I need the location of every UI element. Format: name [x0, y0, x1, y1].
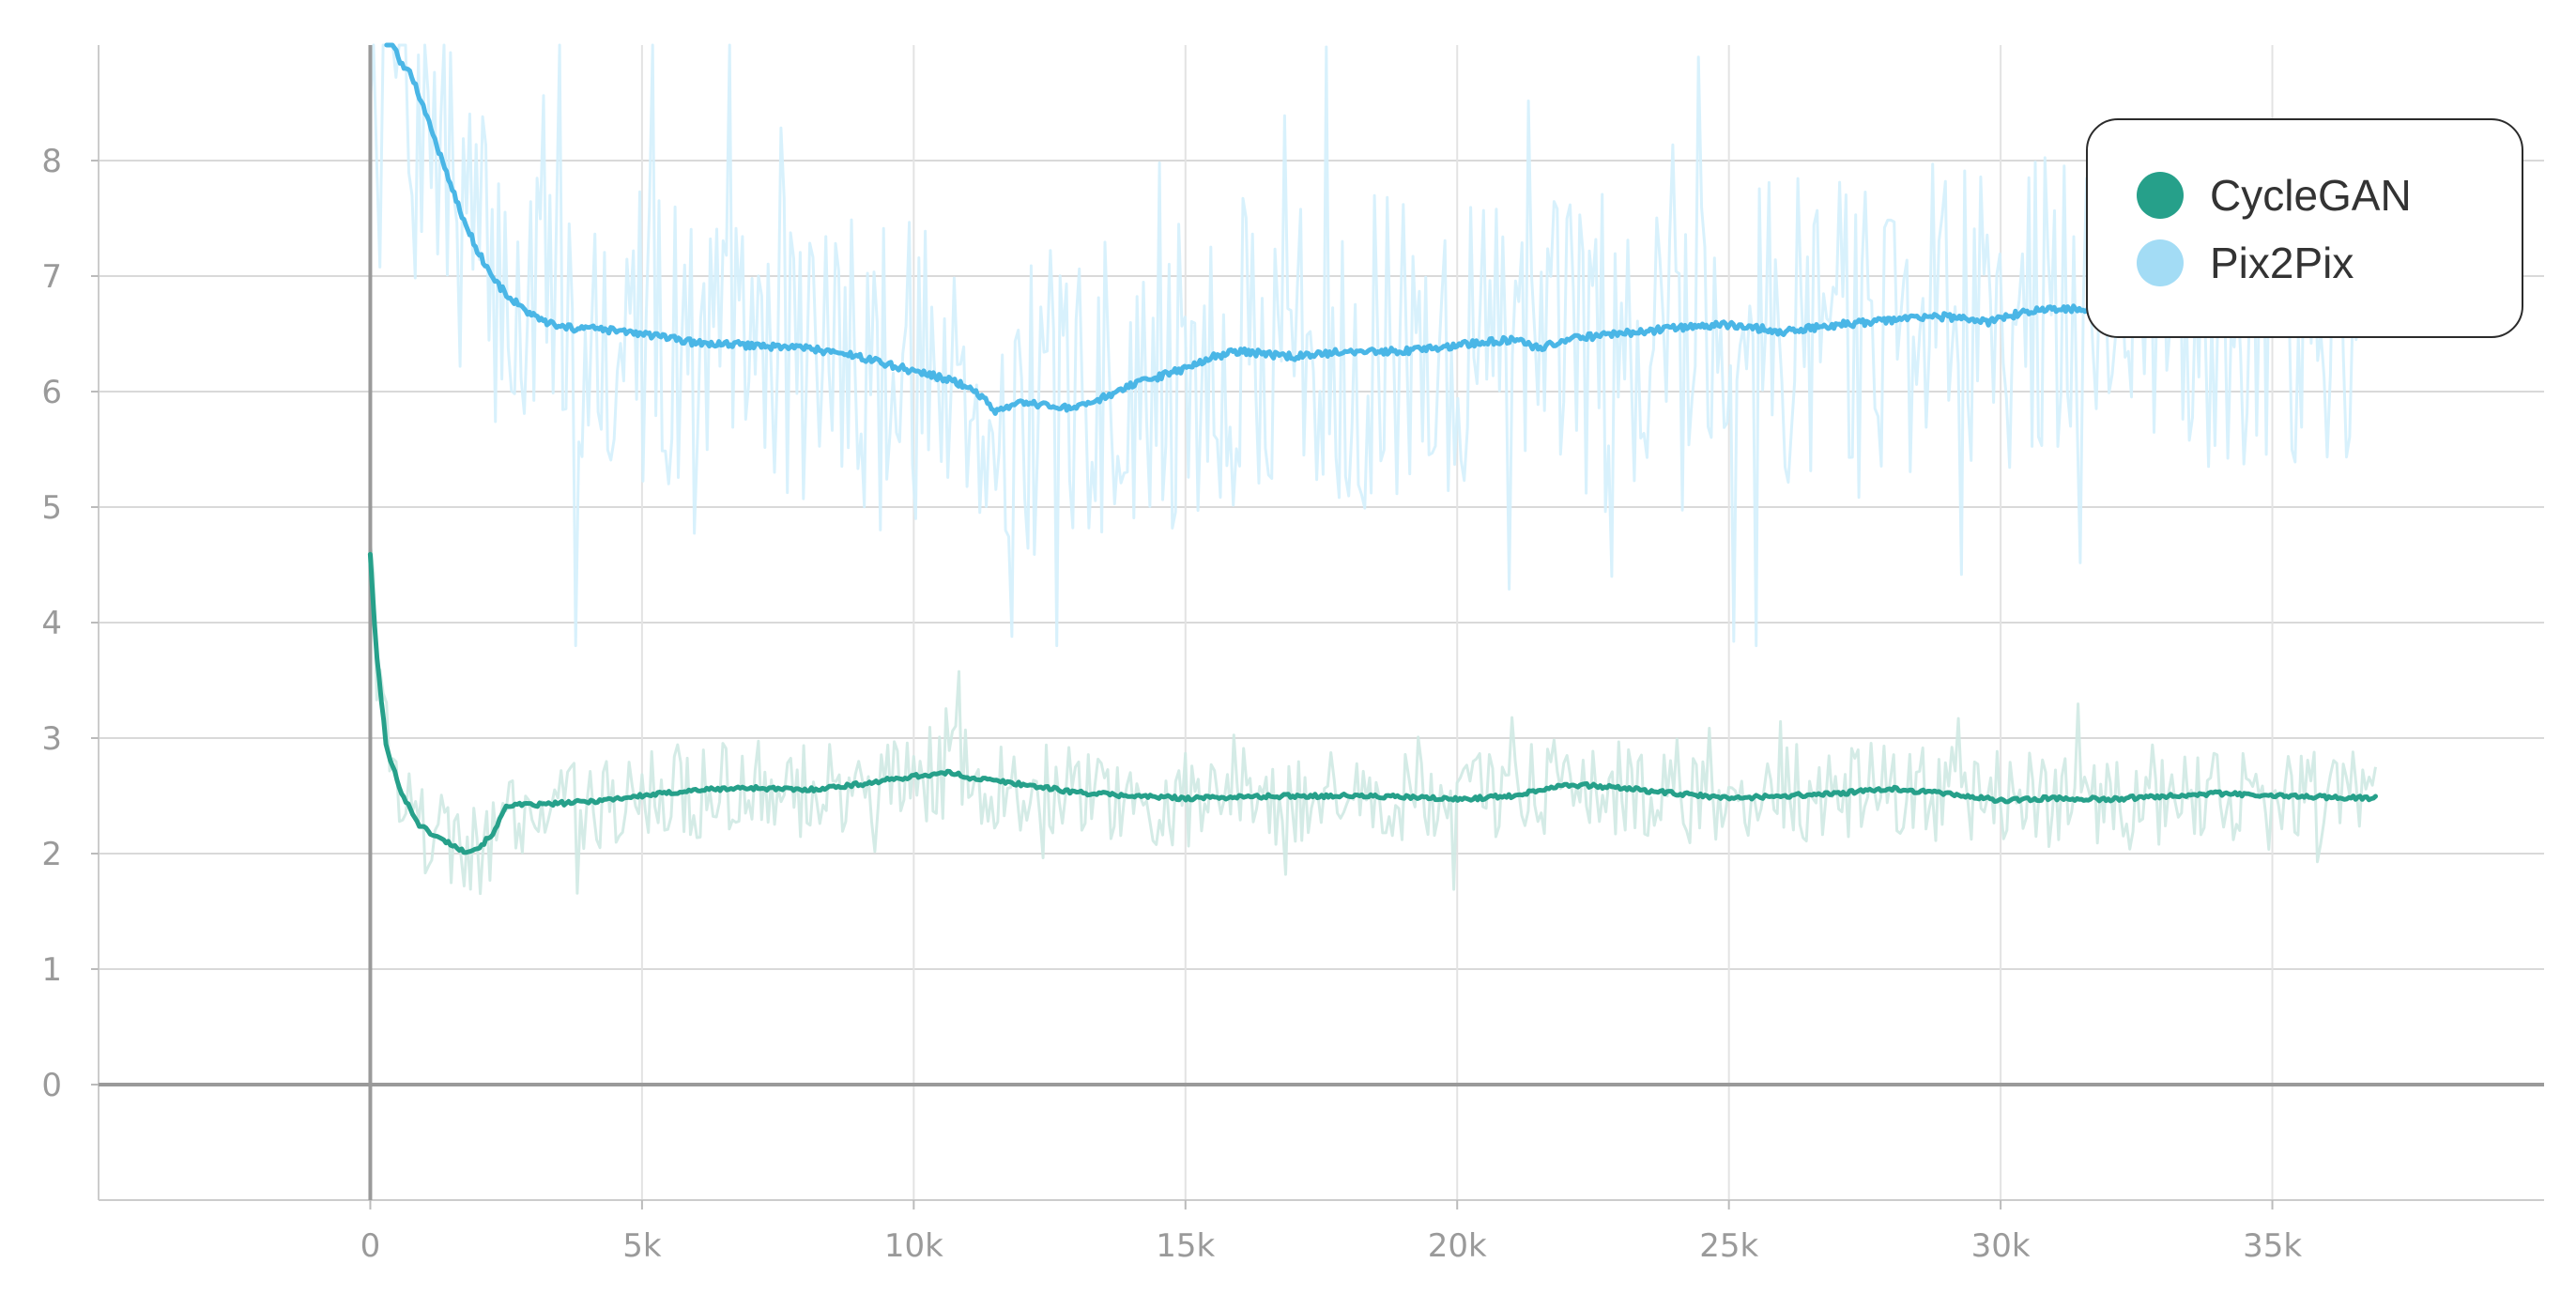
- y-tick-label: 4: [41, 605, 62, 642]
- x-tick-label: 10k: [884, 1227, 943, 1265]
- x-tick-label: 5k: [622, 1227, 662, 1265]
- x-tick-label: 25k: [1699, 1227, 1758, 1265]
- legend: CycleGAN Pix2Pix: [2086, 118, 2523, 338]
- legend-item-pix2pix[interactable]: Pix2Pix: [2137, 235, 2354, 291]
- legend-swatch-cyclegan: [2137, 172, 2184, 219]
- tick-labels: 0 1 2 3 4 5 6 7 8 0 5k 10k 15k 20k 25k 30k 35k: [41, 143, 2302, 1265]
- y-tick-label: 5: [41, 489, 62, 527]
- x-tick-label: 15k: [1156, 1227, 1215, 1265]
- legend-label-cyclegan: CycleGAN: [2210, 171, 2412, 220]
- raw-series-layer: [368, 43, 2377, 896]
- series-line-pix2pix: [384, 42, 2128, 416]
- x-tick-label: 20k: [1428, 1227, 1487, 1265]
- y-tick-label: 8: [41, 143, 62, 180]
- raw-trace-pix2pix: [368, 43, 2361, 648]
- series-layer: [367, 42, 2378, 855]
- raw-trace-cyclegan: [368, 541, 2377, 896]
- y-tick-label: 7: [41, 258, 62, 296]
- y-tick-label: 0: [41, 1067, 62, 1104]
- y-tick-label: 6: [41, 374, 62, 411]
- legend-item-cyclegan[interactable]: CycleGAN: [2137, 167, 2412, 223]
- legend-label-pix2pix: Pix2Pix: [2210, 239, 2354, 287]
- y-tick-label: 2: [41, 836, 62, 873]
- x-tick-label: 30k: [1971, 1227, 2031, 1265]
- y-tick-label: 3: [41, 720, 62, 758]
- x-tick-label: 0: [360, 1227, 381, 1265]
- axes: [99, 45, 2544, 1200]
- x-tick-label: 35k: [2243, 1227, 2302, 1265]
- series-line-cyclegan: [367, 551, 2378, 855]
- y-tick-label: 1: [41, 951, 62, 989]
- legend-swatch-pix2pix: [2137, 239, 2184, 286]
